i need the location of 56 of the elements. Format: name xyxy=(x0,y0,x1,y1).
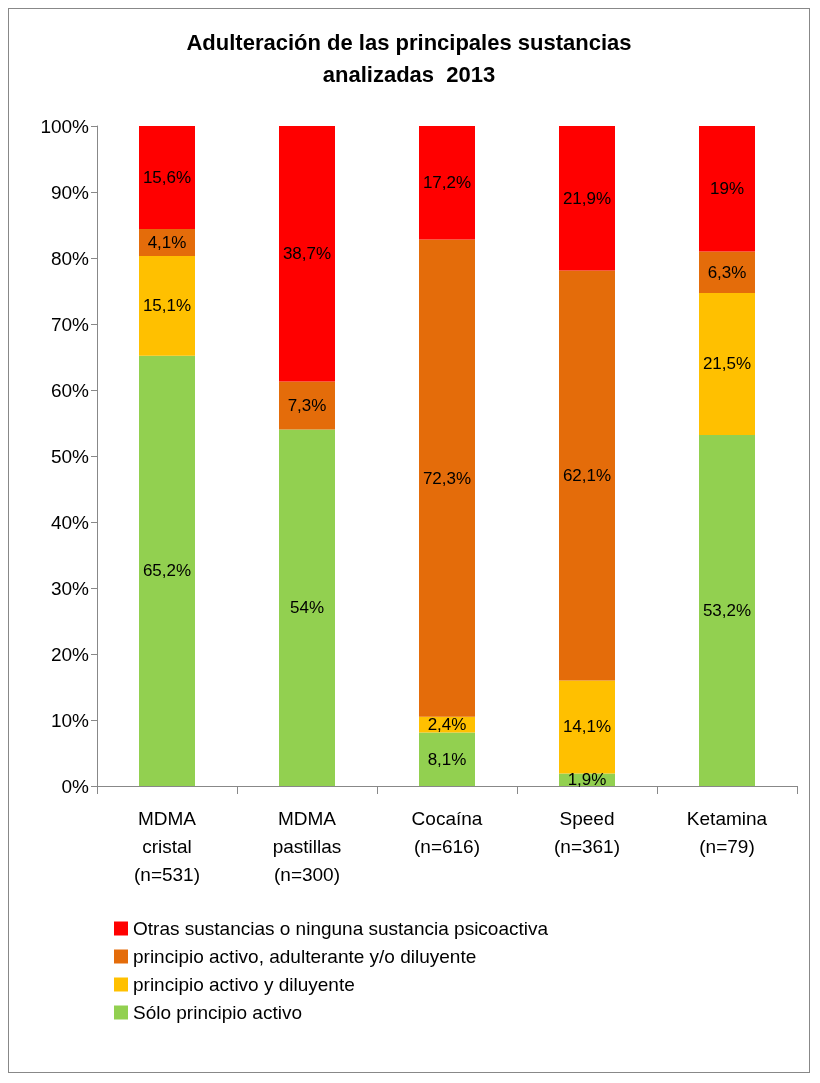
x-tick-label: Cocaína (n=616) xyxy=(411,807,483,857)
data-label: 21,9% xyxy=(562,188,612,208)
bar xyxy=(279,126,335,382)
bar xyxy=(559,126,615,271)
data-label: 14,1% xyxy=(562,717,612,737)
legend-label: Otras sustancias o ninguna sustancia psicoactiva xyxy=(133,918,549,939)
data-label: 7,3% xyxy=(287,396,327,416)
chart-title: Adulteración de las principales sustancias analizadas 2013 xyxy=(186,29,632,87)
bar xyxy=(139,355,195,786)
data-label: 72,3% xyxy=(422,468,472,488)
y-tick-label: 70% xyxy=(50,313,90,335)
data-label: 38,7% xyxy=(282,244,332,264)
data-label: 19% xyxy=(709,179,745,199)
legend-label: Sólo principio activo xyxy=(133,1002,302,1023)
bar xyxy=(279,381,335,430)
data-label: 2,4% xyxy=(427,715,467,735)
bar xyxy=(419,732,475,786)
y-tick-label: 0% xyxy=(61,775,90,797)
data-label: 8,1% xyxy=(427,749,467,769)
bar xyxy=(139,256,195,356)
y-tick-label: 100% xyxy=(40,115,90,137)
bar xyxy=(699,434,755,786)
bar xyxy=(419,126,475,240)
bar xyxy=(559,680,615,774)
data-label: 62,1% xyxy=(562,465,612,485)
legend-label: principio activo, adulterante y/o diluyente xyxy=(133,946,477,967)
data-label: 65,2% xyxy=(142,561,192,581)
bar xyxy=(279,429,335,786)
y-tick-label: 40% xyxy=(50,511,90,533)
bar xyxy=(139,126,195,229)
bar xyxy=(699,126,755,252)
y-tick-label: 20% xyxy=(50,643,90,665)
y-tick-label: 30% xyxy=(50,577,90,599)
x-tick-label: Speed (n=361) xyxy=(553,807,621,857)
bar xyxy=(419,239,475,717)
legend-label: principio activo y diluyente xyxy=(133,974,355,995)
data-label: 21,5% xyxy=(702,354,752,374)
data-label: 4,1% xyxy=(147,232,187,252)
bar xyxy=(699,251,755,293)
x-tick-label: MDMA cristal (n=531) xyxy=(133,807,201,885)
y-tick-label: 80% xyxy=(50,247,90,269)
data-label: 53,2% xyxy=(702,600,752,620)
y-tick-label: 50% xyxy=(50,445,90,467)
data-label: 1,9% xyxy=(567,770,607,790)
bar xyxy=(699,292,755,435)
y-tick-label: 60% xyxy=(50,379,90,401)
bar xyxy=(559,270,615,681)
data-label: 54% xyxy=(289,598,325,618)
x-tick-label: Ketamina (n=79) xyxy=(686,807,768,857)
data-label: 6,3% xyxy=(707,262,747,282)
data-label: 15,6% xyxy=(142,167,192,187)
x-tick-label: MDMA pastillas (n=300) xyxy=(272,807,342,885)
y-tick-label: 10% xyxy=(50,709,90,731)
data-label: 17,2% xyxy=(422,173,472,193)
y-tick-label: 90% xyxy=(50,181,90,203)
data-label: 15,1% xyxy=(142,296,192,316)
